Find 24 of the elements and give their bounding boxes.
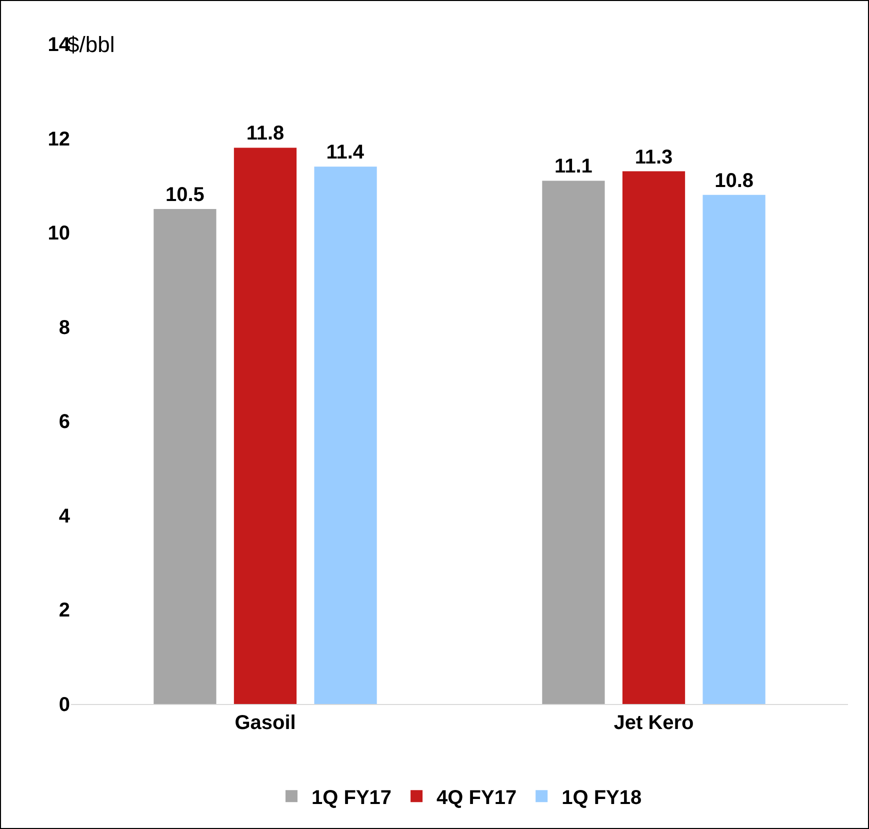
data-label: 11.1	[554, 156, 592, 178]
legend-label: 4Q FY17	[436, 786, 517, 809]
y-tick-label: 12	[48, 128, 70, 150]
data-label: 10.5	[165, 184, 204, 206]
bar	[234, 148, 297, 704]
x-tick-label: Jet Kero	[614, 712, 694, 734]
y-tick-label: 4	[58, 505, 71, 528]
y-tick-label: 0	[58, 694, 70, 716]
y-tick-label: 2	[58, 600, 70, 622]
bar	[622, 171, 686, 704]
legend-label: 1Q FY17	[312, 786, 392, 809]
data-label: 11.4	[326, 142, 365, 164]
y-tick-label: 10	[48, 222, 70, 245]
legend-label: 1Q FY18	[562, 786, 642, 809]
bar	[154, 209, 216, 704]
bar	[542, 180, 605, 704]
data-label: 11.3	[634, 146, 673, 168]
bar	[314, 166, 377, 704]
bar	[702, 194, 766, 704]
y-tick-label: 8	[58, 316, 70, 339]
data-label: 11.8	[246, 122, 284, 145]
data-label: 10.8	[714, 170, 754, 192]
y-tick-label: 6	[58, 411, 70, 434]
x-tick-label: Gasoil	[234, 712, 296, 734]
